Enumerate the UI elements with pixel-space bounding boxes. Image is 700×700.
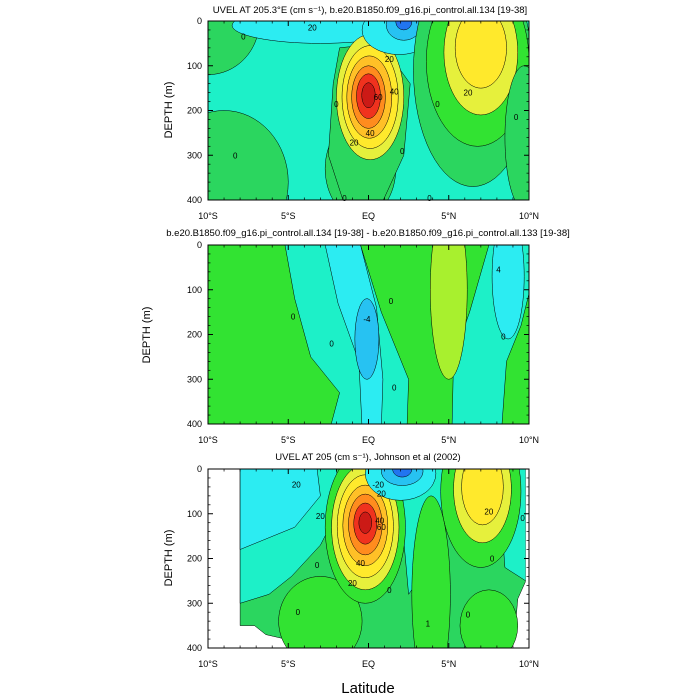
y-tick-label: 400 — [187, 195, 202, 205]
contour-label: 40 — [375, 516, 384, 525]
panel-model-uvel: 10°S 5°S EQ 5°N 10°N010020030040020020406040… — [187, 16, 539, 221]
x-tick-label: 5°S — [281, 435, 296, 445]
contour-label: 0 — [342, 194, 347, 203]
contour-label: 0 — [520, 514, 525, 523]
contour-label: 60 — [374, 93, 383, 102]
x-tick-label: 5°S — [281, 211, 296, 221]
y-tick-label: 300 — [187, 374, 202, 384]
y-tick-label: 100 — [187, 509, 202, 519]
contour-label: 40 — [366, 129, 375, 138]
y-tick-label: 200 — [187, 554, 202, 564]
contour-label: 0 — [329, 339, 334, 348]
x-tick-label: EQ — [362, 435, 375, 445]
x-tick-label: 10°N — [519, 211, 539, 221]
y-tick-label: 300 — [187, 150, 202, 160]
contour-label: 20 — [308, 24, 317, 33]
x-tick-label: 5°N — [441, 435, 456, 445]
contour-label: 0 — [241, 33, 246, 42]
contour-label: 0 — [466, 610, 471, 619]
contour-label: 20 — [292, 481, 301, 490]
contour-label: 60 — [377, 523, 386, 532]
contour-label: 0 — [334, 100, 339, 109]
x-tick-label: 5°N — [441, 211, 456, 221]
x-tick-label: 5°S — [281, 659, 296, 669]
x-tick-label: 10°S — [198, 435, 218, 445]
y-tick-label: 400 — [187, 643, 202, 653]
contour-label: 0 — [389, 297, 394, 306]
contour-label: 0 — [291, 313, 296, 322]
contour-label: 0 — [296, 608, 301, 617]
y-tick-label: 0 — [197, 240, 202, 250]
x-axis-label: Latitude — [341, 680, 394, 697]
contour-label: 0 — [490, 555, 495, 564]
y-tick-label: 400 — [187, 419, 202, 429]
contour-label: 20 — [348, 579, 357, 588]
x-tick-label: 5°N — [441, 659, 456, 669]
contour-label: 40 — [356, 559, 365, 568]
y-tick-label: 0 — [197, 464, 202, 474]
y-tick-label: 100 — [187, 285, 202, 295]
contour-label: 20 — [464, 89, 473, 98]
contour-label: 0 — [514, 113, 519, 122]
y-tick-label: 200 — [187, 330, 202, 340]
contour-label: 0 — [400, 147, 405, 156]
y-tick-label: 200 — [187, 106, 202, 116]
contour-label: 0 — [435, 100, 440, 109]
contour-label: 20 — [350, 139, 359, 148]
panel-3-ylabel: DEPTH (m) — [163, 530, 175, 587]
x-tick-label: 10°N — [519, 659, 539, 669]
contour-label: 20 — [316, 512, 325, 521]
contour-label: 4 — [496, 266, 501, 275]
y-tick-label: 300 — [187, 598, 202, 608]
contour-label: 20 — [377, 490, 386, 499]
x-tick-label: 10°S — [198, 659, 218, 669]
contour-fill — [208, 21, 529, 200]
panel-observed-uvel: 10°S 5°S EQ 5°N 10°N01002003004002020-202040… — [187, 464, 539, 669]
x-tick-label: EQ — [362, 659, 375, 669]
contour-label: 0 — [387, 586, 392, 595]
contour-fill — [208, 245, 529, 424]
panel-1-title: UVEL AT 205.3°E (cm s⁻¹), b.e20.B1850.f0… — [213, 5, 527, 16]
x-tick-label: EQ — [362, 211, 375, 221]
panel-2-ylabel: DEPTH (m) — [141, 307, 153, 364]
panel-1-ylabel: DEPTH (m) — [163, 82, 175, 139]
y-tick-label: 0 — [197, 16, 202, 26]
contour-label: -20 — [372, 481, 384, 490]
contour-label: 0 — [427, 194, 432, 203]
x-tick-label: 10°S — [198, 211, 218, 221]
y-tick-label: 100 — [187, 61, 202, 71]
contour-label: -4 — [363, 315, 371, 324]
contour-label: 20 — [385, 55, 394, 64]
contour-label: 0 — [392, 383, 397, 392]
panel-2-title: b.e20.B1850.f09_g16.pi_control.all.134 [… — [166, 228, 570, 239]
contour-label: 0 — [501, 333, 506, 342]
contour-label: 20 — [484, 508, 493, 517]
contour-label: 0 — [233, 151, 238, 160]
panel-model-difference: 10°S 5°S EQ 5°N 10°N 0 100 200 300 400 0 0 0 -4 0 0 4 — [187, 240, 539, 445]
contour-label: 0 — [315, 561, 320, 570]
x-tick-label: 10°N — [519, 435, 539, 445]
contour-label: 40 — [390, 88, 399, 97]
contour-label: 1 — [426, 619, 431, 628]
panel-3-title: UVEL AT 205 (cm s⁻¹), Johnson et al (200… — [275, 452, 460, 463]
